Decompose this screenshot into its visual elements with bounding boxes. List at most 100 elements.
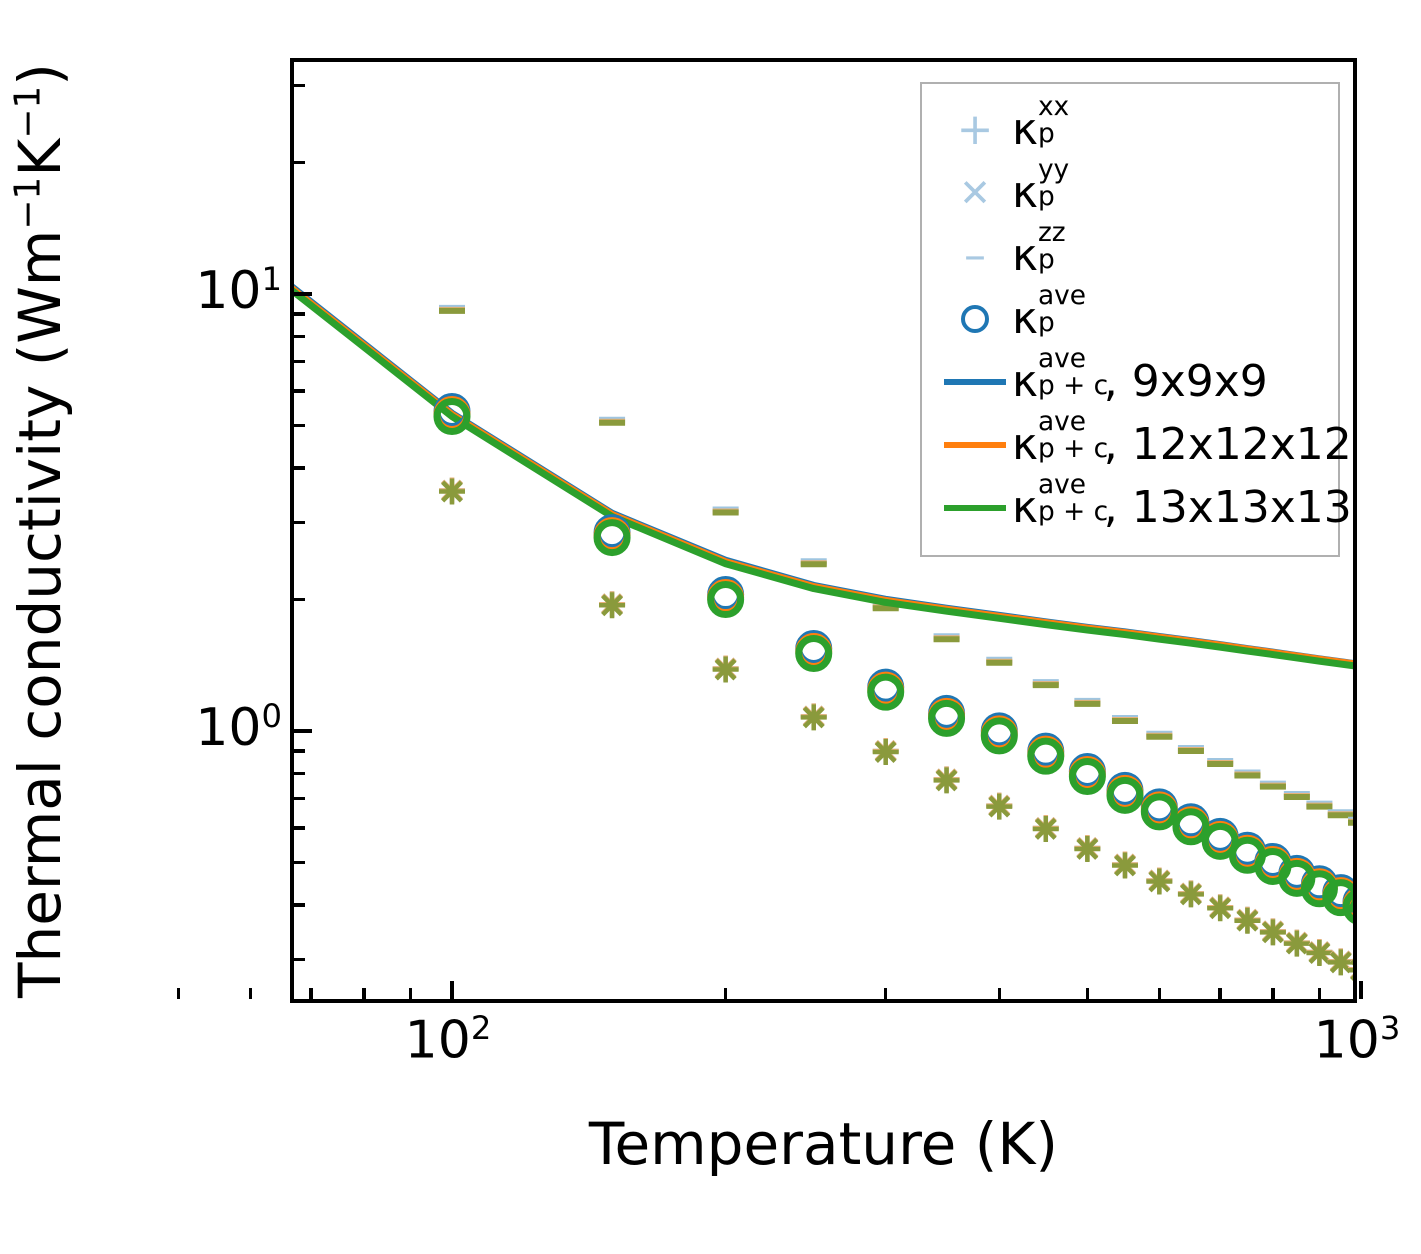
legend-circle-swatch <box>961 304 989 333</box>
legend-item-label: κ zz p <box>1012 216 1066 281</box>
legend-item-5[interactable]: κ ave p + c, 12x12x12 <box>938 408 1352 476</box>
legend-item-label: κ ave p <box>1012 279 1086 344</box>
y-tick-minor <box>294 334 305 339</box>
y-tick-label-1e0: 100 <box>195 696 282 759</box>
y-tick-minor <box>294 597 305 602</box>
legend-item-0[interactable]: + κ xx p <box>938 90 1322 161</box>
x-tick-minor <box>1085 988 1090 999</box>
legend-item-label: κ yy p <box>1012 153 1070 218</box>
y-tick-minor <box>294 826 305 830</box>
yy-cross-marker <box>1179 883 1202 906</box>
ave-circle-marker <box>1068 758 1106 796</box>
y-tick-minor <box>294 957 305 962</box>
y-tick-minor <box>294 312 305 316</box>
legend-item-suffix: , 13x13x13 <box>1103 481 1352 533</box>
yy-cross-marker <box>714 658 737 681</box>
yy-cross-marker <box>1114 854 1136 877</box>
y-axis-label-text: Thermal conductivity (Wm−1K−1) <box>6 63 74 998</box>
yy-cross-marker <box>935 769 958 792</box>
legend-item-label: κ ave p + c, 12x12x12 <box>1012 405 1352 470</box>
yy-cross-marker <box>1261 921 1284 944</box>
ave-circle-marker <box>795 635 833 673</box>
y-tick-minor <box>294 423 305 428</box>
plus-marker: + <box>938 98 1012 161</box>
legend-item-1[interactable]: ✕ κ yy p <box>938 153 1322 224</box>
legend-line-swatch <box>944 378 1006 385</box>
legend-line-swatch <box>944 504 1006 511</box>
dash-marker: – <box>938 224 1012 287</box>
x-tick-minor <box>362 988 366 999</box>
legend-box: + κ xx p ✕ κ yy p – κ zz p κ ave p κ ave p + c, 9x9x9 κ ave… <box>920 82 1352 557</box>
legend-item-2[interactable]: – κ zz p <box>938 216 1322 287</box>
ave-circle-marker <box>593 519 631 557</box>
ave-circle-marker <box>1342 890 1353 924</box>
yy-cross-marker <box>441 480 463 503</box>
yy-cross-marker <box>1236 909 1259 932</box>
x-tick-minor <box>1317 988 1322 999</box>
ave-circle-marker <box>1106 776 1144 814</box>
x-tick-major <box>1359 981 1363 999</box>
x-tick-minor <box>248 988 253 999</box>
legend-symbol-glyph: ✕ <box>959 170 991 215</box>
y-tick-minor <box>294 771 305 776</box>
yy-cross-marker <box>988 795 1011 818</box>
series-kappa-p-ave-circles <box>433 392 1353 924</box>
y-tick-major <box>294 729 312 733</box>
y-tick-minor <box>294 796 305 801</box>
x-tick-minor <box>1218 988 1222 999</box>
x-tick-minor <box>1271 988 1275 999</box>
x-tick-minor <box>309 988 313 999</box>
line-marker <box>938 413 1012 476</box>
data-layer <box>294 62 1353 999</box>
series-kappa-p-xx-yy <box>439 477 1353 981</box>
ave-circle-marker <box>980 717 1018 755</box>
legend-item-suffix: , 12x12x12 <box>1103 418 1352 470</box>
y-tick-minor <box>294 520 305 525</box>
y-tick-minor <box>294 160 305 165</box>
y-tick-minor <box>294 389 305 393</box>
yy-cross-marker <box>874 741 897 763</box>
ave-circle-marker <box>1300 870 1338 908</box>
legend-item-3[interactable]: κ ave p <box>938 279 1322 350</box>
ave-circle-marker <box>928 699 966 737</box>
x-tick-minor <box>997 988 1002 999</box>
legend-symbol-glyph: – <box>964 229 986 281</box>
y-tick-minor <box>294 83 305 88</box>
legend-item-suffix: , 9x9x9 <box>1103 355 1268 407</box>
legend-item-6[interactable]: κ ave p + c, 13x13x13 <box>938 471 1352 539</box>
y-tick-major <box>294 292 312 296</box>
xx-plus-marker <box>1348 967 1353 973</box>
legend-item-label: κ ave p + c, 13x13x13 <box>1012 468 1352 533</box>
ave-circle-marker <box>1201 822 1239 860</box>
yy-cross-marker <box>1034 817 1057 840</box>
ave-circle-marker <box>867 673 905 711</box>
legend-item-4[interactable]: κ ave p + c, 9x9x9 <box>938 342 1322 413</box>
yy-cross-marker <box>1209 897 1232 920</box>
legend-item-label: κ xx p <box>1012 90 1070 155</box>
series-kappa-pc-lines <box>294 284 1353 670</box>
y-tick-label-1e1: 101 <box>195 259 282 322</box>
circle-marker <box>938 287 1012 350</box>
yy-cross-marker <box>1308 942 1331 965</box>
y-tick-minor <box>294 466 305 470</box>
yy-cross-marker <box>1329 951 1352 974</box>
ave-circle-marker <box>1172 808 1210 846</box>
line-marker <box>938 350 1012 413</box>
yy-cross-marker <box>1285 932 1308 955</box>
y-axis-label: Thermal conductivity (Wm−1K−1) <box>0 58 80 1003</box>
y-tick-minor <box>294 903 305 907</box>
x-tick-minor <box>176 988 181 999</box>
ave-circle-marker <box>1027 737 1065 775</box>
ave-circle-marker <box>433 397 471 435</box>
legend-item-label: κ ave p + c, 9x9x9 <box>1012 342 1268 407</box>
x-tick-minor <box>408 988 413 999</box>
y-tick-minor <box>294 359 305 364</box>
series-kappa-p-zz <box>439 304 1353 826</box>
x-tick-minor <box>1157 988 1162 999</box>
ave-circle-marker <box>1322 879 1353 917</box>
x-axis-label: Temperature (K) <box>588 1110 1059 1178</box>
yy-cross-marker <box>1076 837 1099 860</box>
x-tick-minor <box>723 988 728 999</box>
ave-circle-marker <box>707 581 745 619</box>
